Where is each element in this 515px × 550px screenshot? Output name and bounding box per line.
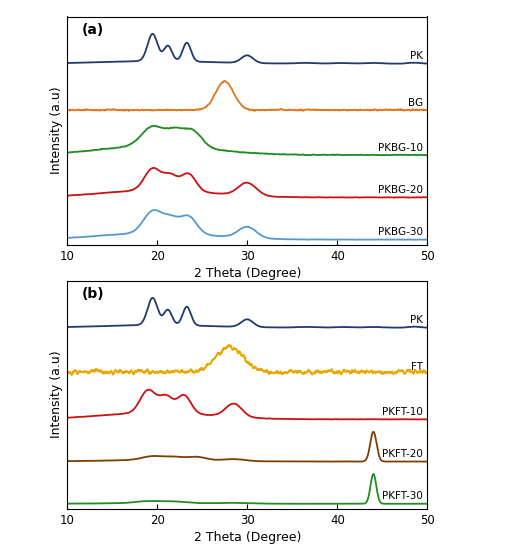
Text: BG: BG <box>408 98 423 108</box>
Text: PK: PK <box>410 315 423 325</box>
Text: PKFT-30: PKFT-30 <box>382 491 423 501</box>
Text: PKBG-30: PKBG-30 <box>378 227 423 237</box>
Y-axis label: Intensity (a.u): Intensity (a.u) <box>50 87 63 174</box>
Text: PKFT-10: PKFT-10 <box>382 407 423 417</box>
Text: PKBG-10: PKBG-10 <box>378 143 423 153</box>
Text: PKBG-20: PKBG-20 <box>378 185 423 195</box>
X-axis label: 2 Theta (Degree): 2 Theta (Degree) <box>194 531 301 544</box>
Text: PK: PK <box>410 51 423 61</box>
Y-axis label: Intensity (a.u): Intensity (a.u) <box>50 351 63 438</box>
Text: (a): (a) <box>81 23 104 37</box>
X-axis label: 2 Theta (Degree): 2 Theta (Degree) <box>194 267 301 280</box>
Text: (b): (b) <box>81 287 104 301</box>
Text: PKFT-20: PKFT-20 <box>382 449 423 459</box>
Text: FT: FT <box>411 362 423 372</box>
